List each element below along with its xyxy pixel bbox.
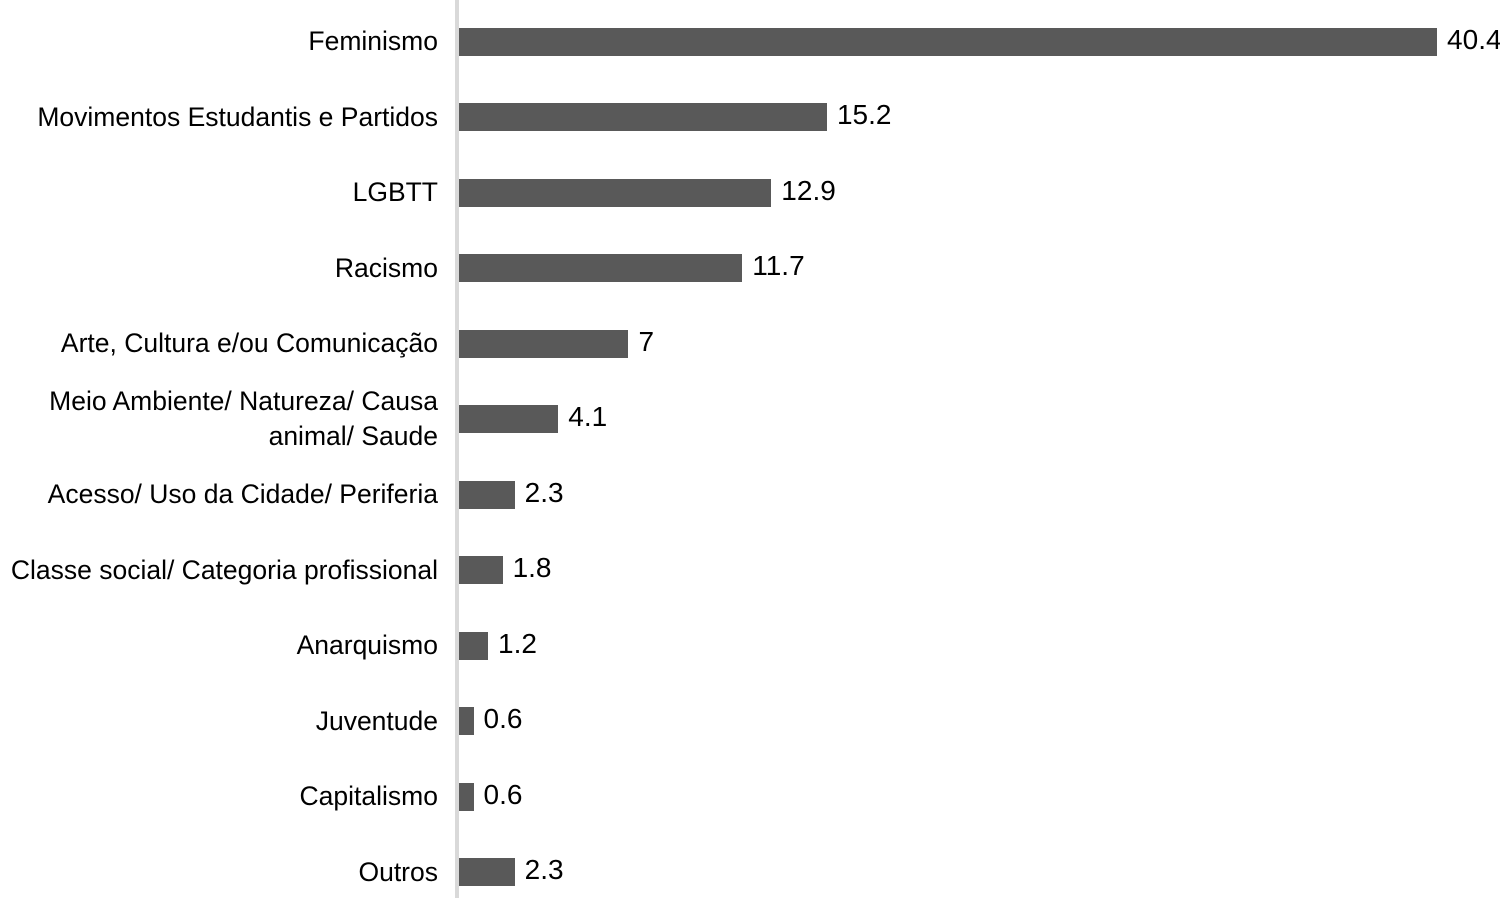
bar: [459, 480, 515, 509]
chart-row: Acesso/ Uso da Cidade/ Periferia 2.3: [0, 457, 1500, 533]
bar: [459, 103, 827, 132]
plot-area: 1.8: [459, 533, 1500, 609]
chart-rows: Feminismo 40.4 Movimentos Estudantis e Par…: [0, 4, 1500, 898]
plot-area: 7: [459, 306, 1500, 382]
chart-row: Capitalismo 0.6: [0, 759, 1500, 835]
chart-row: Anarquismo 1.2: [0, 608, 1500, 684]
chart-row: Outros 2.3: [0, 835, 1500, 898]
plot-area: 11.7: [459, 231, 1500, 307]
bar: [459, 178, 772, 207]
value-label: 0.6: [483, 703, 523, 735]
plot-area: 1.2: [459, 608, 1500, 684]
bar: [459, 782, 474, 811]
category-label: Arte, Cultura e/ou Comunicação: [60, 328, 438, 359]
plot-area: 15.2: [459, 80, 1500, 156]
value-label: 40.4: [1447, 23, 1500, 55]
plot-area: 2.3: [459, 457, 1500, 533]
category-axis-line: [455, 0, 459, 898]
category-label: Feminismo: [308, 26, 438, 57]
chart-row: Feminismo 40.4: [0, 4, 1500, 80]
plot-area: 4.1: [459, 382, 1500, 458]
chart-row: LGBTT 12.9: [0, 155, 1500, 231]
value-label: 0.6: [483, 778, 523, 810]
value-label: 1.2: [498, 627, 537, 659]
category-label: Anarquismo: [296, 630, 438, 661]
value-label: 2.3: [524, 476, 564, 508]
plot-area: 0.6: [459, 684, 1500, 760]
bar: [459, 631, 489, 660]
bar: [459, 405, 559, 434]
value-label: 15.2: [836, 99, 892, 131]
bar: [459, 27, 1438, 56]
bar: [459, 858, 515, 887]
plot-area: 0.6: [459, 759, 1500, 835]
category-label: Capitalismo: [299, 781, 438, 812]
category-label: Outros: [358, 856, 438, 887]
category-label: Classe social/ Categoria profissional: [10, 554, 438, 585]
plot-area: 12.9: [459, 155, 1500, 231]
chart-row: Meio Ambiente/ Natureza/ Causa animal/ S…: [0, 382, 1500, 458]
chart-row: Movimentos Estudantis e Partidos 15.2: [0, 80, 1500, 156]
chart-row: Racismo 11.7: [0, 231, 1500, 307]
category-label: LGBTT: [352, 177, 438, 208]
chart-row: Classe social/ Categoria profissional 1.8: [0, 533, 1500, 609]
value-label: 11.7: [752, 250, 805, 282]
category-label: Acesso/ Uso da Cidade/ Periferia: [47, 479, 438, 510]
bar: [459, 707, 474, 736]
value-label: 7: [638, 325, 655, 357]
value-label: 2.3: [524, 854, 564, 886]
category-label: Juventude: [315, 705, 438, 736]
bar: [459, 254, 743, 283]
plot-area: 2.3: [459, 835, 1500, 898]
category-label: Meio Ambiente/ Natureza/ Causa animal/ S…: [49, 386, 438, 452]
chart-row: Arte, Cultura e/ou Comunicação 7: [0, 306, 1500, 382]
bar: [459, 556, 503, 585]
value-label: 12.9: [781, 174, 836, 206]
value-label: 1.8: [512, 552, 552, 584]
category-label: Movimentos Estudantis e Partidos: [37, 101, 438, 132]
bar: [459, 329, 629, 358]
value-label: 4.1: [568, 401, 608, 433]
plot-area: 40.4: [459, 4, 1500, 80]
chart-row: Juventude 0.6: [0, 684, 1500, 760]
category-label: Racismo: [334, 252, 438, 283]
